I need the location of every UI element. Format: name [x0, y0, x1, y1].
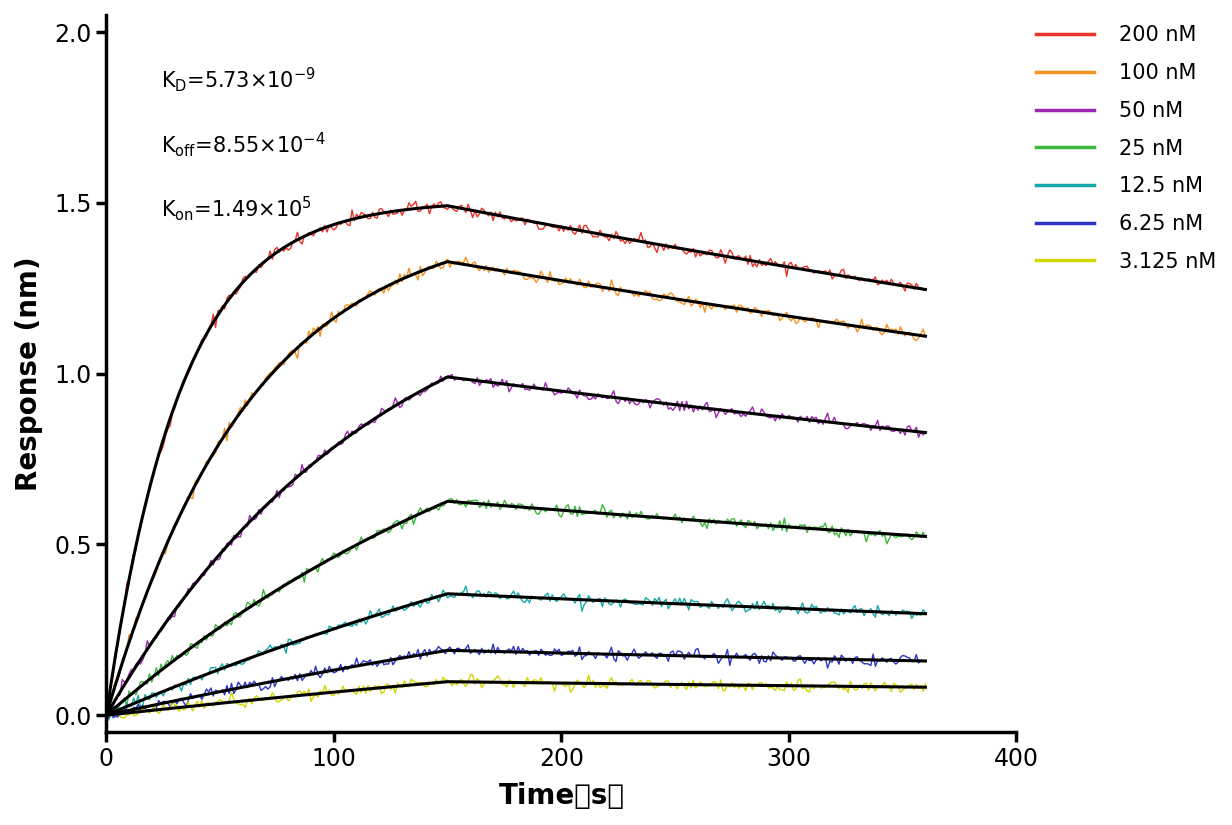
Legend: 200 nM, 100 nM, 50 nM, 25 nM, 12.5 nM, 6.25 nM, 3.125 nM: 200 nM, 100 nM, 50 nM, 25 nM, 12.5 nM, 6…	[1036, 26, 1216, 271]
X-axis label: Time（s）: Time（s）	[499, 782, 625, 810]
Text: $\mathrm{K_D}$=5.73×10$^{-9}$: $\mathrm{K_D}$=5.73×10$^{-9}$	[161, 65, 315, 94]
Y-axis label: Response (nm): Response (nm)	[15, 257, 43, 491]
Text: $\mathrm{K_{off}}$=8.55×10$^{-4}$: $\mathrm{K_{off}}$=8.55×10$^{-4}$	[161, 130, 325, 158]
Text: $\mathrm{K_{on}}$=1.49×10$^{5}$: $\mathrm{K_{on}}$=1.49×10$^{5}$	[161, 195, 312, 223]
